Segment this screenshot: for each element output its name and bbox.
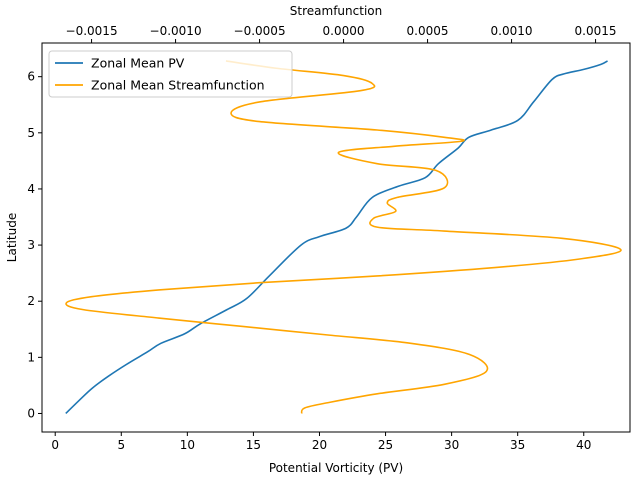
series-lines [65,60,622,415]
x2-tick-label: −0.0010 [150,24,202,38]
x-tick-label: 15 [246,438,261,452]
y-tick-label: 1 [27,350,35,364]
y-tick-label: 6 [27,70,35,84]
bottom-axis-title: Potential Vorticity (PV) [269,461,403,475]
x-tick-label: 35 [510,438,525,452]
top-axis-title: Streamfunction [290,4,382,18]
legend-label-pv: Zonal Mean PV [91,56,185,71]
x2-tick-label: 0.0000 [323,24,365,38]
x-tick-label: 0 [51,438,59,452]
x2-tick-label: 0.0010 [491,24,533,38]
y-tick-label: 5 [27,126,35,140]
x-tick-label: 25 [378,438,393,452]
x2-tick-label: 0.0005 [407,24,449,38]
left-axis-ticks: 0 1 2 3 4 5 6 [27,70,42,420]
legend-box [48,50,293,98]
x-tick-label: 30 [444,438,459,452]
x2-tick-label: 0.0015 [575,24,617,38]
x-tick-label: 40 [576,438,591,452]
y-tick-label: 3 [27,238,35,252]
legend-label-streamfunction: Zonal Mean Streamfunction [91,78,265,93]
x2-tick-label: −0.0015 [66,24,118,38]
left-axis-title: Latitude [5,213,19,262]
x-tick-label: 20 [312,438,327,452]
legend: Zonal Mean PV Zonal Mean Streamfunction [48,50,293,98]
y-tick-label: 2 [27,294,35,308]
x-tick-label: 10 [180,438,195,452]
series-line-pv [65,60,608,415]
y-tick-label: 4 [27,182,35,196]
plot-frame [41,42,631,433]
series-line-streamfunction [65,60,622,414]
y-tick-label: 0 [27,406,35,420]
bottom-axis-ticks: 0 5 10 15 20 25 30 35 40 [51,432,591,452]
x2-tick-label: −0.0005 [234,24,286,38]
top-axis-ticks: −0.0015 −0.0010 −0.0005 0.0000 0.0005 0.0010 0… [66,24,617,43]
x-tick-label: 5 [117,438,125,452]
